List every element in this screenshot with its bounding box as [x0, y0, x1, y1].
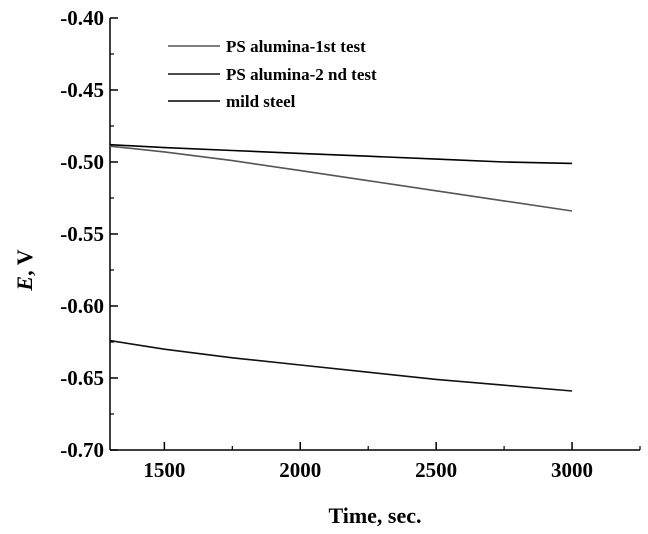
plot-area: -0.70 -0.65 -0.60 -0.55 -0.50 -0.45 -0.40 1500… [60, 6, 641, 482]
y-tick-label: -0.45 [60, 78, 104, 102]
series-lines [109, 143, 573, 392]
x-tick-label: 2000 [279, 458, 321, 482]
series-line-3 [109, 143, 573, 165]
series-line-2 [109, 339, 573, 392]
y-tick-label: -0.70 [60, 438, 104, 462]
legend: PS alumina-1st test PS alumina-2 nd test m… [168, 37, 377, 111]
y-ticks: -0.70 -0.65 -0.60 -0.55 -0.50 -0.45 -0.40 [60, 6, 118, 462]
x-axis-title: Time, sec. [328, 503, 421, 528]
y-tick-label: -0.50 [60, 150, 104, 174]
legend-label-3: mild steel [226, 92, 296, 111]
y-tick-label: -0.40 [60, 6, 104, 30]
y-axis-title: E, V [12, 249, 37, 291]
y-tick-label: -0.65 [60, 366, 104, 390]
x-tick-label: 2500 [415, 458, 457, 482]
y-tick-label: -0.60 [60, 294, 104, 318]
x-tick-label: 3000 [551, 458, 593, 482]
legend-label-1: PS alumina-1st test [226, 37, 366, 56]
series-line-1 [109, 145, 573, 212]
x-tick-label: 1500 [143, 458, 185, 482]
x-ticks: 1500 2000 2500 3000 [143, 442, 641, 482]
legend-label-2: PS alumina-2 nd test [226, 65, 377, 84]
y-tick-label: -0.55 [60, 222, 104, 246]
